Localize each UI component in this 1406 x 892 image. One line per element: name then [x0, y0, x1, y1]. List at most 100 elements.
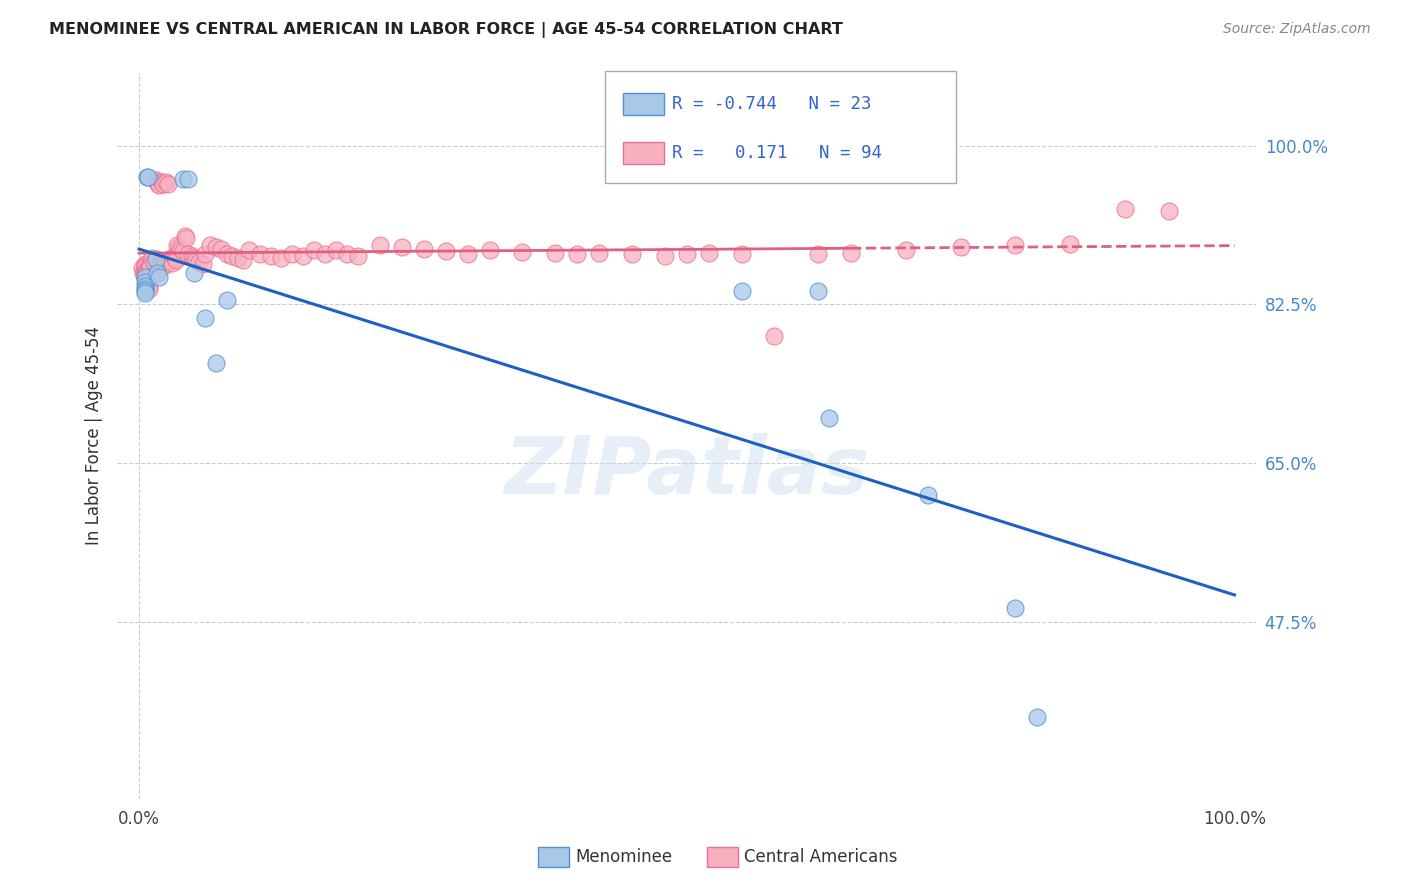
Point — [139, 256, 162, 270]
Point — [949, 240, 972, 254]
Point — [281, 247, 304, 261]
Point — [156, 177, 179, 191]
Point — [177, 247, 200, 261]
Text: Central Americans: Central Americans — [744, 848, 897, 866]
Point — [368, 238, 391, 252]
Point — [567, 247, 589, 261]
Text: R =   0.171   N = 94: R = 0.171 N = 94 — [672, 145, 882, 162]
Text: Menominee: Menominee — [575, 848, 672, 866]
Point — [143, 254, 166, 268]
Point — [150, 261, 173, 276]
Point — [730, 284, 752, 298]
Point — [204, 356, 226, 370]
Point — [183, 251, 205, 265]
Point — [145, 252, 167, 266]
Point — [839, 245, 862, 260]
Point — [232, 252, 254, 267]
Point — [153, 256, 176, 270]
Point — [697, 245, 720, 260]
Point — [412, 242, 434, 256]
Point — [209, 242, 232, 256]
Point — [141, 251, 163, 265]
Point — [172, 244, 194, 258]
Point — [174, 231, 197, 245]
Point — [160, 255, 183, 269]
Point — [1026, 710, 1049, 724]
Point — [184, 252, 207, 267]
Point — [200, 238, 222, 252]
Point — [188, 254, 211, 268]
Text: Source: ZipAtlas.com: Source: ZipAtlas.com — [1223, 22, 1371, 37]
Point — [675, 247, 697, 261]
Point — [221, 249, 243, 263]
Point — [730, 247, 752, 261]
Point — [146, 177, 169, 191]
Point — [654, 249, 676, 263]
Point — [150, 175, 173, 189]
Point — [155, 258, 177, 272]
Point — [215, 293, 238, 307]
Point — [1004, 238, 1026, 252]
Point — [177, 172, 200, 186]
Point — [134, 275, 156, 289]
Text: MENOMINEE VS CENTRAL AMERICAN IN LABOR FORCE | AGE 45-54 CORRELATION CHART: MENOMINEE VS CENTRAL AMERICAN IN LABOR F… — [49, 22, 844, 38]
Point — [1157, 203, 1180, 218]
Text: ZIPatlas: ZIPatlas — [505, 434, 869, 511]
Point — [170, 242, 193, 256]
Point — [135, 170, 157, 185]
Point — [145, 175, 167, 189]
Point — [134, 269, 156, 284]
Point — [139, 258, 162, 272]
Point — [191, 256, 214, 270]
Point — [134, 266, 156, 280]
Point — [131, 261, 153, 276]
Point — [165, 251, 187, 265]
Point — [512, 244, 534, 259]
Point — [136, 170, 159, 185]
Point — [155, 175, 177, 189]
Point — [917, 488, 939, 502]
Point — [174, 229, 197, 244]
Point — [134, 284, 156, 298]
Point — [136, 278, 159, 293]
Point — [238, 243, 260, 257]
Point — [163, 249, 186, 263]
Point — [134, 279, 156, 293]
Point — [894, 243, 917, 257]
Point — [134, 271, 156, 285]
Point — [763, 329, 786, 343]
Point — [135, 275, 157, 289]
Point — [818, 410, 841, 425]
Point — [134, 260, 156, 274]
Point — [314, 247, 336, 261]
Point — [136, 277, 159, 291]
Point — [807, 247, 830, 261]
Point — [259, 249, 281, 263]
Point — [249, 247, 271, 261]
Point — [270, 251, 292, 265]
Point — [807, 284, 830, 298]
Point — [588, 245, 610, 260]
Point — [226, 251, 249, 265]
Point — [134, 264, 156, 278]
Point — [1114, 202, 1136, 216]
Point — [172, 172, 194, 186]
Point — [204, 240, 226, 254]
Point — [183, 266, 205, 280]
Point — [391, 240, 413, 254]
Point — [1004, 601, 1026, 615]
Point — [132, 266, 155, 280]
Point — [145, 173, 167, 187]
Point — [434, 244, 457, 258]
Text: R = -0.744   N = 23: R = -0.744 N = 23 — [672, 95, 872, 113]
Point — [138, 280, 160, 294]
Point — [1059, 236, 1081, 251]
Point — [165, 252, 187, 267]
Point — [215, 247, 238, 261]
Point — [148, 270, 170, 285]
Point — [336, 247, 359, 261]
Point — [347, 249, 370, 263]
Point — [478, 243, 501, 257]
Point — [304, 243, 326, 257]
Point — [138, 282, 160, 296]
